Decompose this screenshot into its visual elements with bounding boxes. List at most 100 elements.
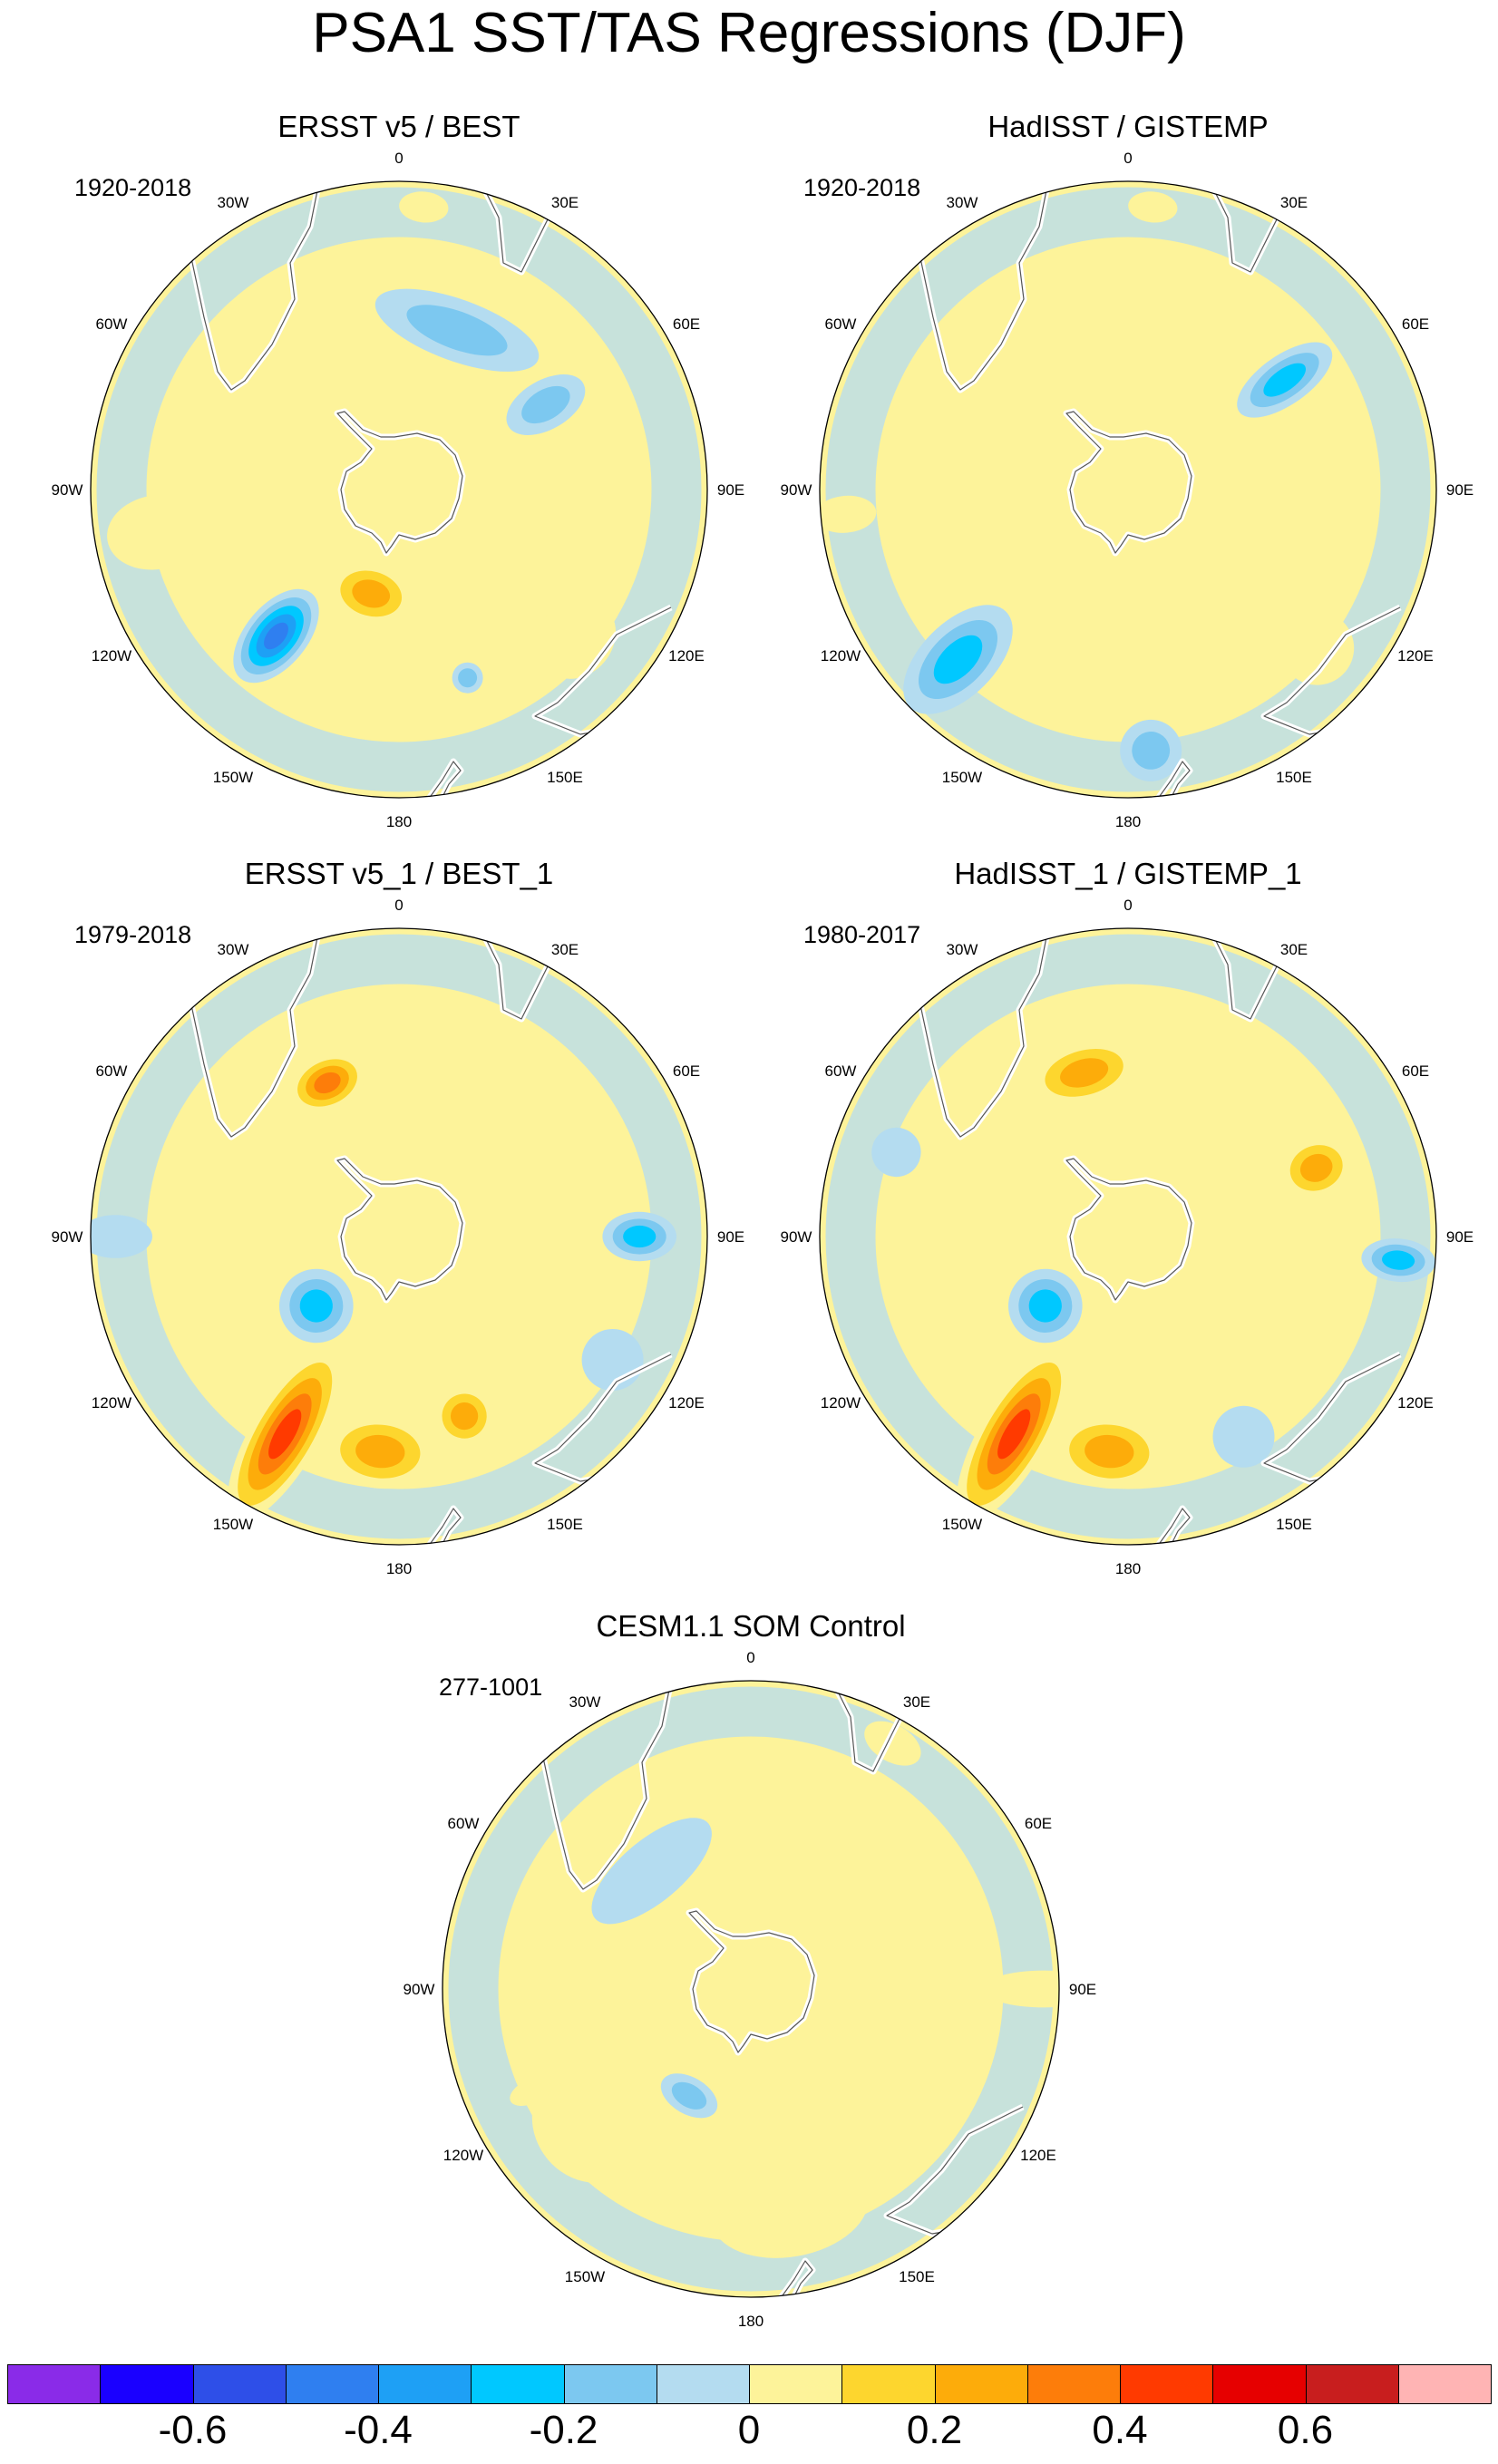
anomaly-contour	[671, 2081, 707, 2110]
anomaly-contour	[299, 1289, 333, 1323]
anomaly-contour	[1212, 1405, 1275, 1468]
longitude-label: 30E	[1280, 194, 1308, 211]
colorbar-segment	[1120, 2364, 1214, 2404]
anomaly-contour	[314, 1072, 341, 1094]
panel-cesm-som-control: CESM1.1 SOM Control 277-1001 0 30E 60E 90E 1…	[388, 1608, 1114, 2352]
colorbar-tick-label: 0	[737, 2408, 761, 2452]
longitude-label: 90E	[1446, 1228, 1474, 1246]
longitude-label: 150W	[213, 769, 253, 786]
anomaly-contour	[352, 579, 391, 608]
longitude-label: 90E	[717, 481, 744, 499]
longitude-label: 120E	[668, 647, 705, 665]
longitude-label: 150E	[547, 1516, 583, 1533]
anomaly-contour	[871, 1127, 921, 1178]
colorbar-segment	[378, 2364, 472, 2404]
anomaly-contour	[1263, 363, 1307, 397]
longitude-label: 90W	[52, 1228, 83, 1246]
colorbar-segment	[471, 2364, 565, 2404]
anomaly-contour	[933, 635, 983, 684]
longitude-label: 30E	[551, 194, 579, 211]
anomaly-contour	[399, 191, 449, 223]
map-field	[91, 928, 707, 1545]
longitude-label: 30W	[947, 941, 978, 958]
panel-hadisst-gistemp-1: HadISST_1 / GISTEMP_1 1980-2017 0 30E 60E 9…	[765, 856, 1491, 1599]
colorbar-segment	[656, 2364, 750, 2404]
longitude-label: 90E	[1069, 1981, 1096, 1998]
anomaly-contour	[521, 385, 570, 424]
map-boundary	[819, 180, 1437, 799]
panel-period: 1979-2018	[74, 921, 192, 948]
longitude-label: 60W	[825, 1062, 857, 1080]
longitude-label: 90W	[781, 1228, 812, 1246]
map-field	[820, 181, 1436, 798]
anomaly-contour	[1299, 1153, 1333, 1182]
colorbar-tick-label: -0.2	[529, 2408, 598, 2452]
subpolar-band	[96, 187, 702, 792]
longitude-label: 60W	[96, 315, 128, 333]
longitude-label: 150E	[899, 2268, 935, 2285]
anomaly-contour	[1072, 341, 1184, 453]
longitude-label: 0	[394, 897, 403, 914]
background-field	[91, 181, 707, 798]
background-field	[91, 928, 707, 1545]
colorbar-segment	[7, 2364, 102, 2404]
map-boundary	[442, 1680, 1060, 2298]
panel-title: ERSST v5_1 / BEST_1	[244, 857, 554, 890]
colorbar-tick-label: 0.4	[1092, 2408, 1148, 2452]
new-zealand-coastline	[1145, 761, 1191, 798]
colorbar-segment	[285, 2364, 379, 2404]
longitude-label: 90W	[52, 481, 83, 499]
colorbar-segment	[749, 2364, 843, 2404]
colorbar-segment	[1026, 2364, 1121, 2404]
longitude-label: 120W	[92, 1394, 131, 1411]
map-field	[443, 1681, 1059, 2297]
longitude-label: 120E	[1397, 647, 1434, 665]
colorbar-segment	[563, 2364, 657, 2404]
longitude-label: 30W	[569, 1693, 601, 1711]
anomaly-contour	[531, 2064, 648, 2183]
longitude-label: 30W	[947, 194, 978, 211]
longitude-label: 120E	[1397, 1394, 1434, 1411]
longitude-label: 0	[394, 150, 403, 167]
anomaly-contour	[406, 305, 508, 356]
colorbar-tick-label: -0.4	[344, 2408, 413, 2452]
longitude-label: 60E	[1402, 315, 1429, 333]
panel-hadisst-gistemp: HadISST / GISTEMP 1920-2018 0 30E 60E 90E 12…	[765, 109, 1491, 852]
new-zealand-coastline	[768, 2260, 813, 2297]
map-field	[91, 181, 707, 798]
anomaly-contour	[264, 622, 288, 650]
polar-map: 0 30E 60E 90E 120E 150E 180 150W 120W 90W 60W 30W	[52, 150, 745, 830]
anomaly-contour	[1132, 732, 1171, 770]
antarctica-coastline	[1065, 1158, 1192, 1301]
longitude-label: 150W	[942, 1516, 982, 1533]
anomaly-contour	[591, 1818, 712, 1925]
anomaly-contour	[268, 1409, 302, 1460]
anomaly-contour	[1085, 1434, 1134, 1469]
panel-period: 277-1001	[439, 1673, 543, 1701]
longitude-label: 120W	[92, 647, 131, 665]
longitude-label: 30W	[218, 194, 249, 211]
longitude-label: 180	[386, 813, 412, 830]
longitude-label: 150E	[1276, 769, 1312, 786]
polar-map: 0 30E 60E 90E 120E 150E 180 150W 120W 90W 60W 30W	[781, 150, 1474, 830]
longitude-label: 180	[1115, 1560, 1141, 1577]
south-america-coastline	[180, 928, 318, 1138]
polar-map: 0 30E 60E 90E 120E 150E 180 150W 120W 90W 60W 30W	[52, 897, 745, 1577]
panel-title: HadISST_1 / GISTEMP_1	[954, 857, 1302, 890]
longitude-label: 150W	[213, 1516, 253, 1533]
longitude-label: 60E	[673, 1062, 700, 1080]
colorbar-segment	[1305, 2364, 1399, 2404]
longitude-label: 120W	[821, 1394, 861, 1411]
anomaly-contour	[451, 1402, 479, 1431]
map-boundary	[90, 927, 708, 1546]
longitude-label: 30E	[1280, 941, 1308, 958]
colorbar-segment	[192, 2364, 287, 2404]
antarctica-coastline	[688, 1910, 815, 2053]
anomaly-contour	[355, 1434, 405, 1469]
anomaly-contour	[1382, 1250, 1415, 1270]
longitude-label: 60W	[825, 315, 857, 333]
map-boundary	[819, 927, 1437, 1546]
map-field	[820, 928, 1436, 1545]
longitude-label: 0	[746, 1649, 754, 1666]
anomaly-contour	[820, 495, 877, 533]
